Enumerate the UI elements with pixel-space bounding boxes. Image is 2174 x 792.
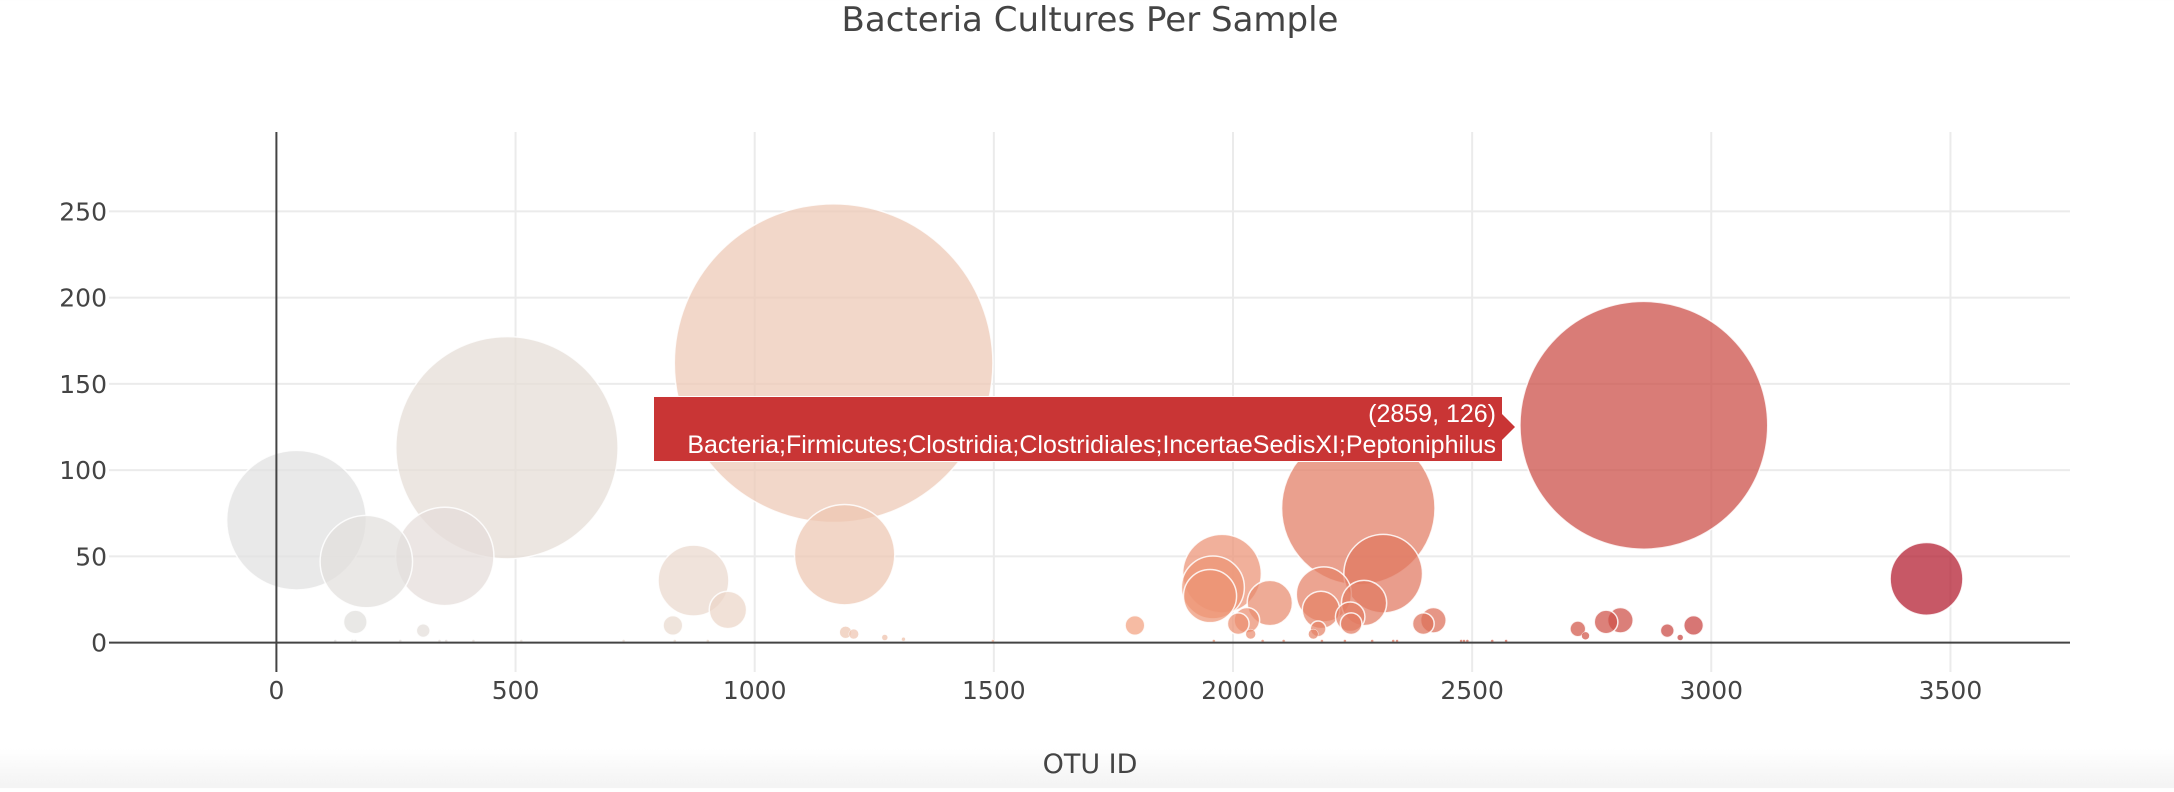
bubble-marker[interactable] [901, 637, 906, 642]
y-tick-label: 0 [91, 629, 107, 658]
bubble-marker[interactable] [1182, 568, 1238, 624]
bubble-marker[interactable] [415, 622, 431, 639]
x-tick-label: 3000 [1679, 676, 1743, 705]
bubble-marker[interactable] [1593, 609, 1619, 635]
bubble-marker[interactable] [395, 335, 619, 560]
bubble-marker[interactable] [342, 609, 368, 635]
bubble-marker[interactable] [1411, 612, 1435, 636]
y-tick-label: 150 [59, 370, 107, 399]
x-tick-label: 500 [492, 676, 540, 705]
x-tick-label: 1000 [723, 676, 787, 705]
bubble-marker[interactable] [673, 203, 994, 524]
y-tick-label: 200 [59, 284, 107, 313]
bubble-marker[interactable] [1245, 628, 1256, 640]
bubble-marker[interactable] [657, 544, 730, 617]
axes [109, 132, 2070, 672]
bubble-marker[interactable] [1226, 612, 1250, 636]
bubble-marker[interactable] [793, 503, 896, 606]
bubble-marker[interactable] [319, 514, 414, 609]
bubble-marker[interactable] [708, 590, 748, 630]
y-tick-label: 100 [59, 456, 107, 485]
bubble-marker[interactable] [1682, 614, 1705, 637]
x-tick-label: 1500 [962, 676, 1026, 705]
bubble-marker[interactable] [1308, 628, 1319, 640]
tooltip-label: Bacteria;Firmicutes;Clostridia;Clostridi… [687, 431, 1496, 459]
bubble-marker[interactable] [848, 628, 859, 640]
bubble-marker[interactable] [1581, 631, 1590, 640]
bubble-marker[interactable] [1339, 612, 1363, 636]
bubble-marker[interactable] [1659, 622, 1675, 639]
hover-tooltip: (2859, 126) Bacteria;Firmicutes;Clostrid… [653, 396, 1503, 462]
bubble-marker[interactable] [881, 634, 888, 641]
x-tick-label: 3500 [1919, 676, 1983, 705]
tooltip-arrow-icon [1502, 414, 1515, 440]
bubble-marker[interactable] [1569, 620, 1587, 638]
bubble-marker[interactable] [1124, 614, 1146, 637]
x-tick-label: 2500 [1440, 676, 1504, 705]
y-tick-label: 50 [75, 542, 107, 571]
tick-labels: 0 500 1000 1500 2000 2500 3000 3500 0 50 100 150 200… [59, 197, 1982, 705]
tooltip-coords: (2859, 126) [1368, 400, 1496, 428]
bubble-marker[interactable] [1889, 541, 1964, 616]
x-tick-label: 0 [268, 676, 284, 705]
chart-title: Bacteria Cultures Per Sample [841, 0, 1339, 40]
bubble-marker[interactable] [662, 614, 684, 637]
y-tick-label: 250 [59, 197, 107, 226]
x-tick-label: 2000 [1201, 676, 1265, 705]
bubble-marker[interactable] [1519, 300, 1769, 550]
x-axis-label: OTU ID [1042, 749, 1138, 780]
bubble-marker[interactable] [1676, 634, 1684, 641]
